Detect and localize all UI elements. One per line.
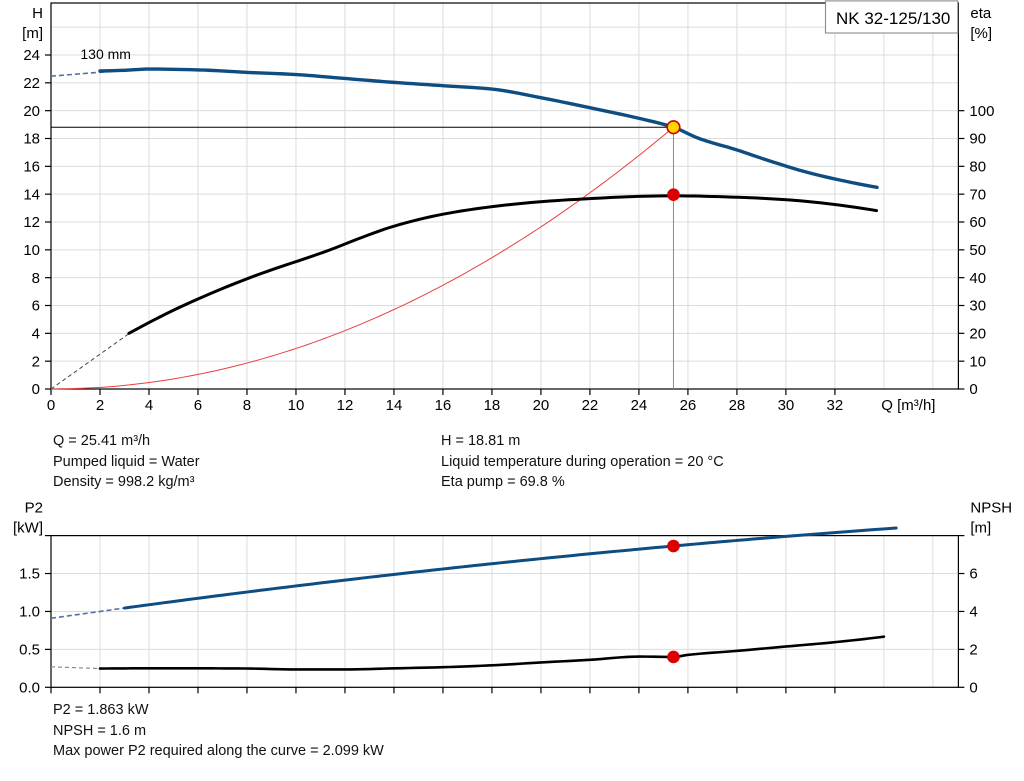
svg-text:8: 8 [243,397,251,414]
svg-text:24: 24 [631,397,648,414]
svg-text:[m]: [m] [22,25,43,42]
svg-text:[kW]: [kW] [13,520,43,537]
svg-text:6: 6 [32,298,40,315]
svg-text:20: 20 [969,326,986,343]
svg-text:6: 6 [194,397,202,414]
svg-text:20: 20 [23,103,40,120]
svg-text:16: 16 [435,397,452,414]
svg-text:18: 18 [23,131,40,148]
svg-text:4: 4 [32,326,40,343]
svg-text:22: 22 [582,397,599,414]
svg-text:24: 24 [23,47,40,64]
svg-text:10: 10 [23,242,40,259]
svg-text:12: 12 [337,397,354,414]
svg-text:0.5: 0.5 [19,642,40,659]
svg-text:70: 70 [969,186,986,203]
svg-text:eta: eta [970,5,992,22]
svg-text:Q [m³/h]: Q [m³/h] [881,397,935,414]
svg-text:0: 0 [32,381,40,398]
svg-text:40: 40 [969,270,986,287]
svg-text:0.0: 0.0 [19,680,40,697]
svg-text:14: 14 [386,397,403,414]
svg-text:[%]: [%] [970,25,992,42]
svg-text:0: 0 [969,680,977,697]
svg-text:NPSH: NPSH [970,500,1012,517]
svg-text:[m]: [m] [970,520,991,537]
svg-text:6: 6 [969,566,977,583]
svg-text:18: 18 [484,397,501,414]
svg-text:0: 0 [969,381,977,398]
svg-text:130 mm: 130 mm [80,46,131,62]
svg-text:30: 30 [778,397,795,414]
svg-text:30: 30 [969,298,986,315]
svg-text:20: 20 [533,397,550,414]
svg-text:12: 12 [23,214,40,231]
svg-text:4: 4 [969,604,977,621]
svg-text:1.5: 1.5 [19,566,40,583]
svg-text:NK 32-125/130: NK 32-125/130 [836,9,950,28]
svg-text:H: H [32,5,43,22]
svg-text:10: 10 [288,397,305,414]
svg-text:0: 0 [47,397,55,414]
svg-text:100: 100 [969,103,994,120]
svg-text:2: 2 [96,397,104,414]
svg-text:10: 10 [969,353,986,370]
svg-text:50: 50 [969,242,986,259]
svg-text:90: 90 [969,131,986,148]
svg-text:P2: P2 [25,500,43,517]
svg-text:80: 80 [969,159,986,176]
svg-text:32: 32 [827,397,844,414]
svg-text:4: 4 [145,397,153,414]
svg-text:2: 2 [32,353,40,370]
svg-text:22: 22 [23,75,40,92]
svg-text:8: 8 [32,270,40,287]
svg-text:1.0: 1.0 [19,604,40,621]
svg-text:26: 26 [680,397,697,414]
svg-text:2: 2 [969,642,977,659]
svg-text:14: 14 [23,186,40,203]
svg-text:16: 16 [23,159,40,176]
svg-text:28: 28 [729,397,746,414]
svg-text:60: 60 [969,214,986,231]
